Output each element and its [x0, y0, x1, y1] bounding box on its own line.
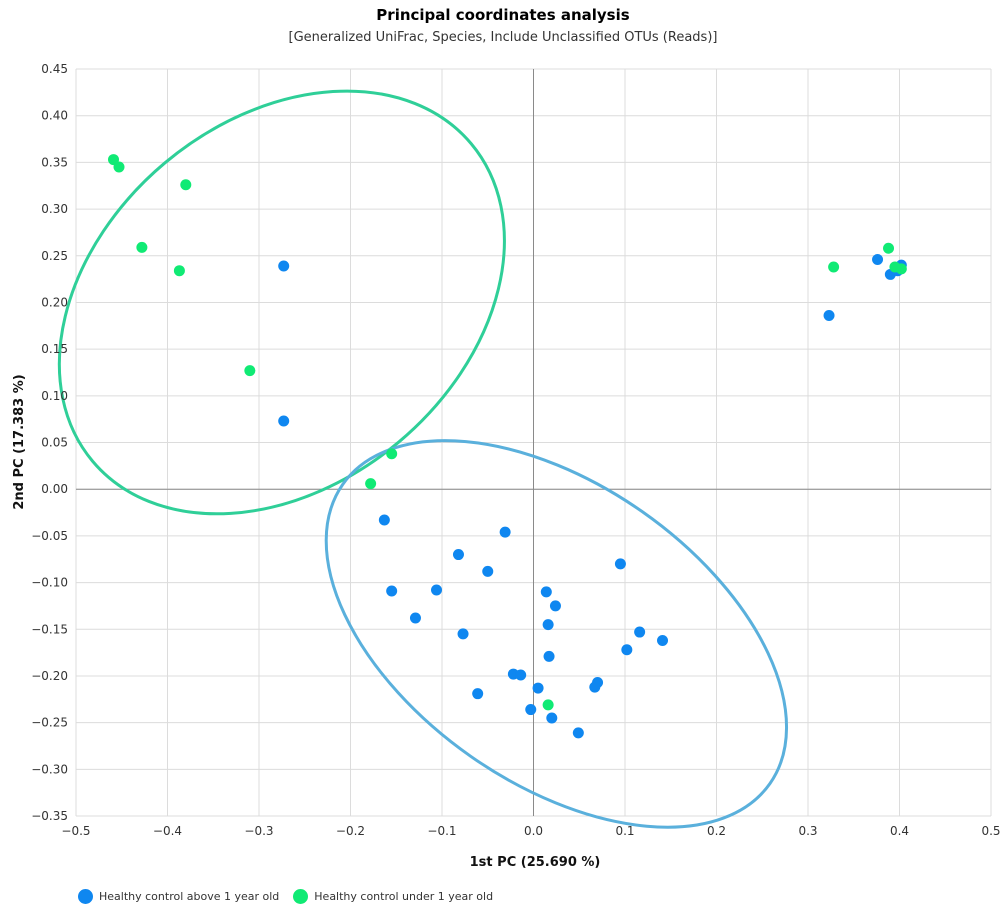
y-tick-0-40: 0.40: [41, 109, 68, 123]
legend-label-above-1-year: Healthy control above 1 year old: [99, 890, 280, 903]
point-series0-22[interactable]: [543, 650, 555, 662]
point-series0-6[interactable]: [823, 310, 835, 322]
point-series0-10[interactable]: [482, 565, 494, 577]
y-tick-0-10: −0.10: [31, 576, 68, 590]
x-tick-0-3: −0.3: [244, 824, 273, 838]
point-series0-29[interactable]: [525, 704, 537, 716]
x-axis-label: 1st PC (25.690 %): [470, 855, 601, 870]
point-series1-3[interactable]: [136, 241, 148, 253]
legend-marker-above-1-year: [78, 889, 93, 904]
x-tick-0-0: 0.0: [524, 824, 543, 838]
point-series0-20[interactable]: [657, 634, 669, 646]
point-series0-18[interactable]: [542, 619, 554, 631]
point-series0-27[interactable]: [532, 682, 544, 694]
ellipse-healthy-control-above-1-year-old: [324, 439, 789, 829]
point-series0-11[interactable]: [386, 585, 398, 597]
point-series0-8[interactable]: [499, 526, 511, 538]
chart-subtitle: [Generalized UniFrac, Species, Include U…: [288, 30, 718, 45]
x-tick-0-2: −0.2: [336, 824, 365, 838]
point-series0-15[interactable]: [549, 600, 561, 612]
y-tick-0-35: 0.35: [41, 155, 68, 169]
y-tick-0-00: 0.00: [41, 482, 68, 496]
legend-label-under-1-year: Healthy control under 1 year old: [314, 890, 494, 903]
x-tick-0-3: 0.3: [798, 824, 817, 838]
point-series1-1[interactable]: [113, 161, 125, 173]
point-series0-16[interactable]: [409, 612, 421, 624]
point-series1-9[interactable]: [883, 242, 895, 254]
point-series0-24[interactable]: [515, 669, 527, 681]
y-tick-0-30: 0.30: [41, 202, 68, 216]
point-series0-13[interactable]: [614, 558, 626, 570]
point-series0-14[interactable]: [540, 586, 552, 598]
legend-item-under-1-year[interactable]: Healthy control under 1 year old: [293, 889, 493, 904]
chart-title: Principal coordinates analysis: [376, 6, 630, 24]
point-series1-11[interactable]: [895, 263, 907, 275]
point-series1-6[interactable]: [386, 448, 398, 460]
point-series0-31[interactable]: [572, 727, 584, 739]
point-series0-19[interactable]: [634, 626, 646, 638]
y-tick-0-05: −0.05: [31, 529, 68, 543]
point-series0-17[interactable]: [457, 628, 469, 640]
zero-axes: [76, 69, 991, 816]
y-tick-0-15: −0.15: [31, 622, 68, 636]
x-tick-0-5: 0.5: [981, 824, 1000, 838]
point-series0-7[interactable]: [378, 514, 390, 526]
point-series0-2[interactable]: [872, 253, 884, 265]
point-series1-7[interactable]: [365, 478, 377, 490]
point-series1-2[interactable]: [180, 179, 192, 191]
y-tick-0-10: 0.10: [41, 389, 68, 403]
x-tick-0-4: 0.4: [890, 824, 909, 838]
point-series0-0[interactable]: [278, 260, 290, 272]
x-tick-0-1: 0.1: [615, 824, 634, 838]
point-series0-30[interactable]: [546, 712, 558, 724]
y-tick-0-30: −0.30: [31, 762, 68, 776]
point-series0-21[interactable]: [621, 644, 633, 656]
y-tick-0-20: −0.20: [31, 669, 68, 683]
point-series0-1[interactable]: [278, 415, 290, 427]
y-tick-0-15: 0.15: [41, 342, 68, 356]
y-tick-0-05: 0.05: [41, 436, 68, 450]
legend-item-above-1-year[interactable]: Healthy control above 1 year old: [78, 889, 279, 904]
x-tick-0-5: −0.5: [61, 824, 90, 838]
x-tick-0-2: 0.2: [707, 824, 726, 838]
point-series0-12[interactable]: [431, 584, 443, 596]
point-series0-28[interactable]: [472, 688, 484, 700]
point-series0-9[interactable]: [452, 549, 464, 561]
point-series1-4[interactable]: [173, 265, 185, 277]
legend: Healthy control above 1 year old Healthy…: [78, 889, 507, 904]
y-tick-0-25: 0.25: [41, 249, 68, 263]
point-series1-5[interactable]: [244, 365, 256, 377]
point-series0-26[interactable]: [589, 681, 601, 693]
pcoa-scatter-plot: −0.5 −0.4 −0.3 −0.2 −0.1 0.0 0.1 0.2 0.3 0.4 0.5 0…: [12, 62, 1001, 870]
y-tick-labels: 0.45 0.40 0.35 0.30 0.25 0.20 0.15 0.10 0.05 0.00…: [31, 62, 68, 823]
ellipse-healthy-control-under-1-year-old: [57, 89, 506, 516]
point-series1-12[interactable]: [542, 699, 554, 711]
legend-marker-under-1-year: [293, 889, 309, 904]
confidence-ellipses: [57, 89, 789, 829]
y-axis-label: 2nd PC (17.383 %): [12, 374, 27, 509]
y-tick-0-25: −0.25: [31, 716, 68, 730]
data-points: [108, 154, 907, 739]
x-tick-0-4: −0.4: [153, 824, 182, 838]
point-series1-8[interactable]: [828, 261, 840, 273]
x-tick-labels: −0.5 −0.4 −0.3 −0.2 −0.1 0.0 0.1 0.2 0.3 0.4 0.5: [61, 824, 1000, 838]
x-tick-0-1: −0.1: [427, 824, 456, 838]
y-tick-0-45: 0.45: [41, 62, 68, 76]
y-tick-0-35: −0.35: [31, 809, 68, 823]
y-tick-0-20: 0.20: [41, 295, 68, 309]
